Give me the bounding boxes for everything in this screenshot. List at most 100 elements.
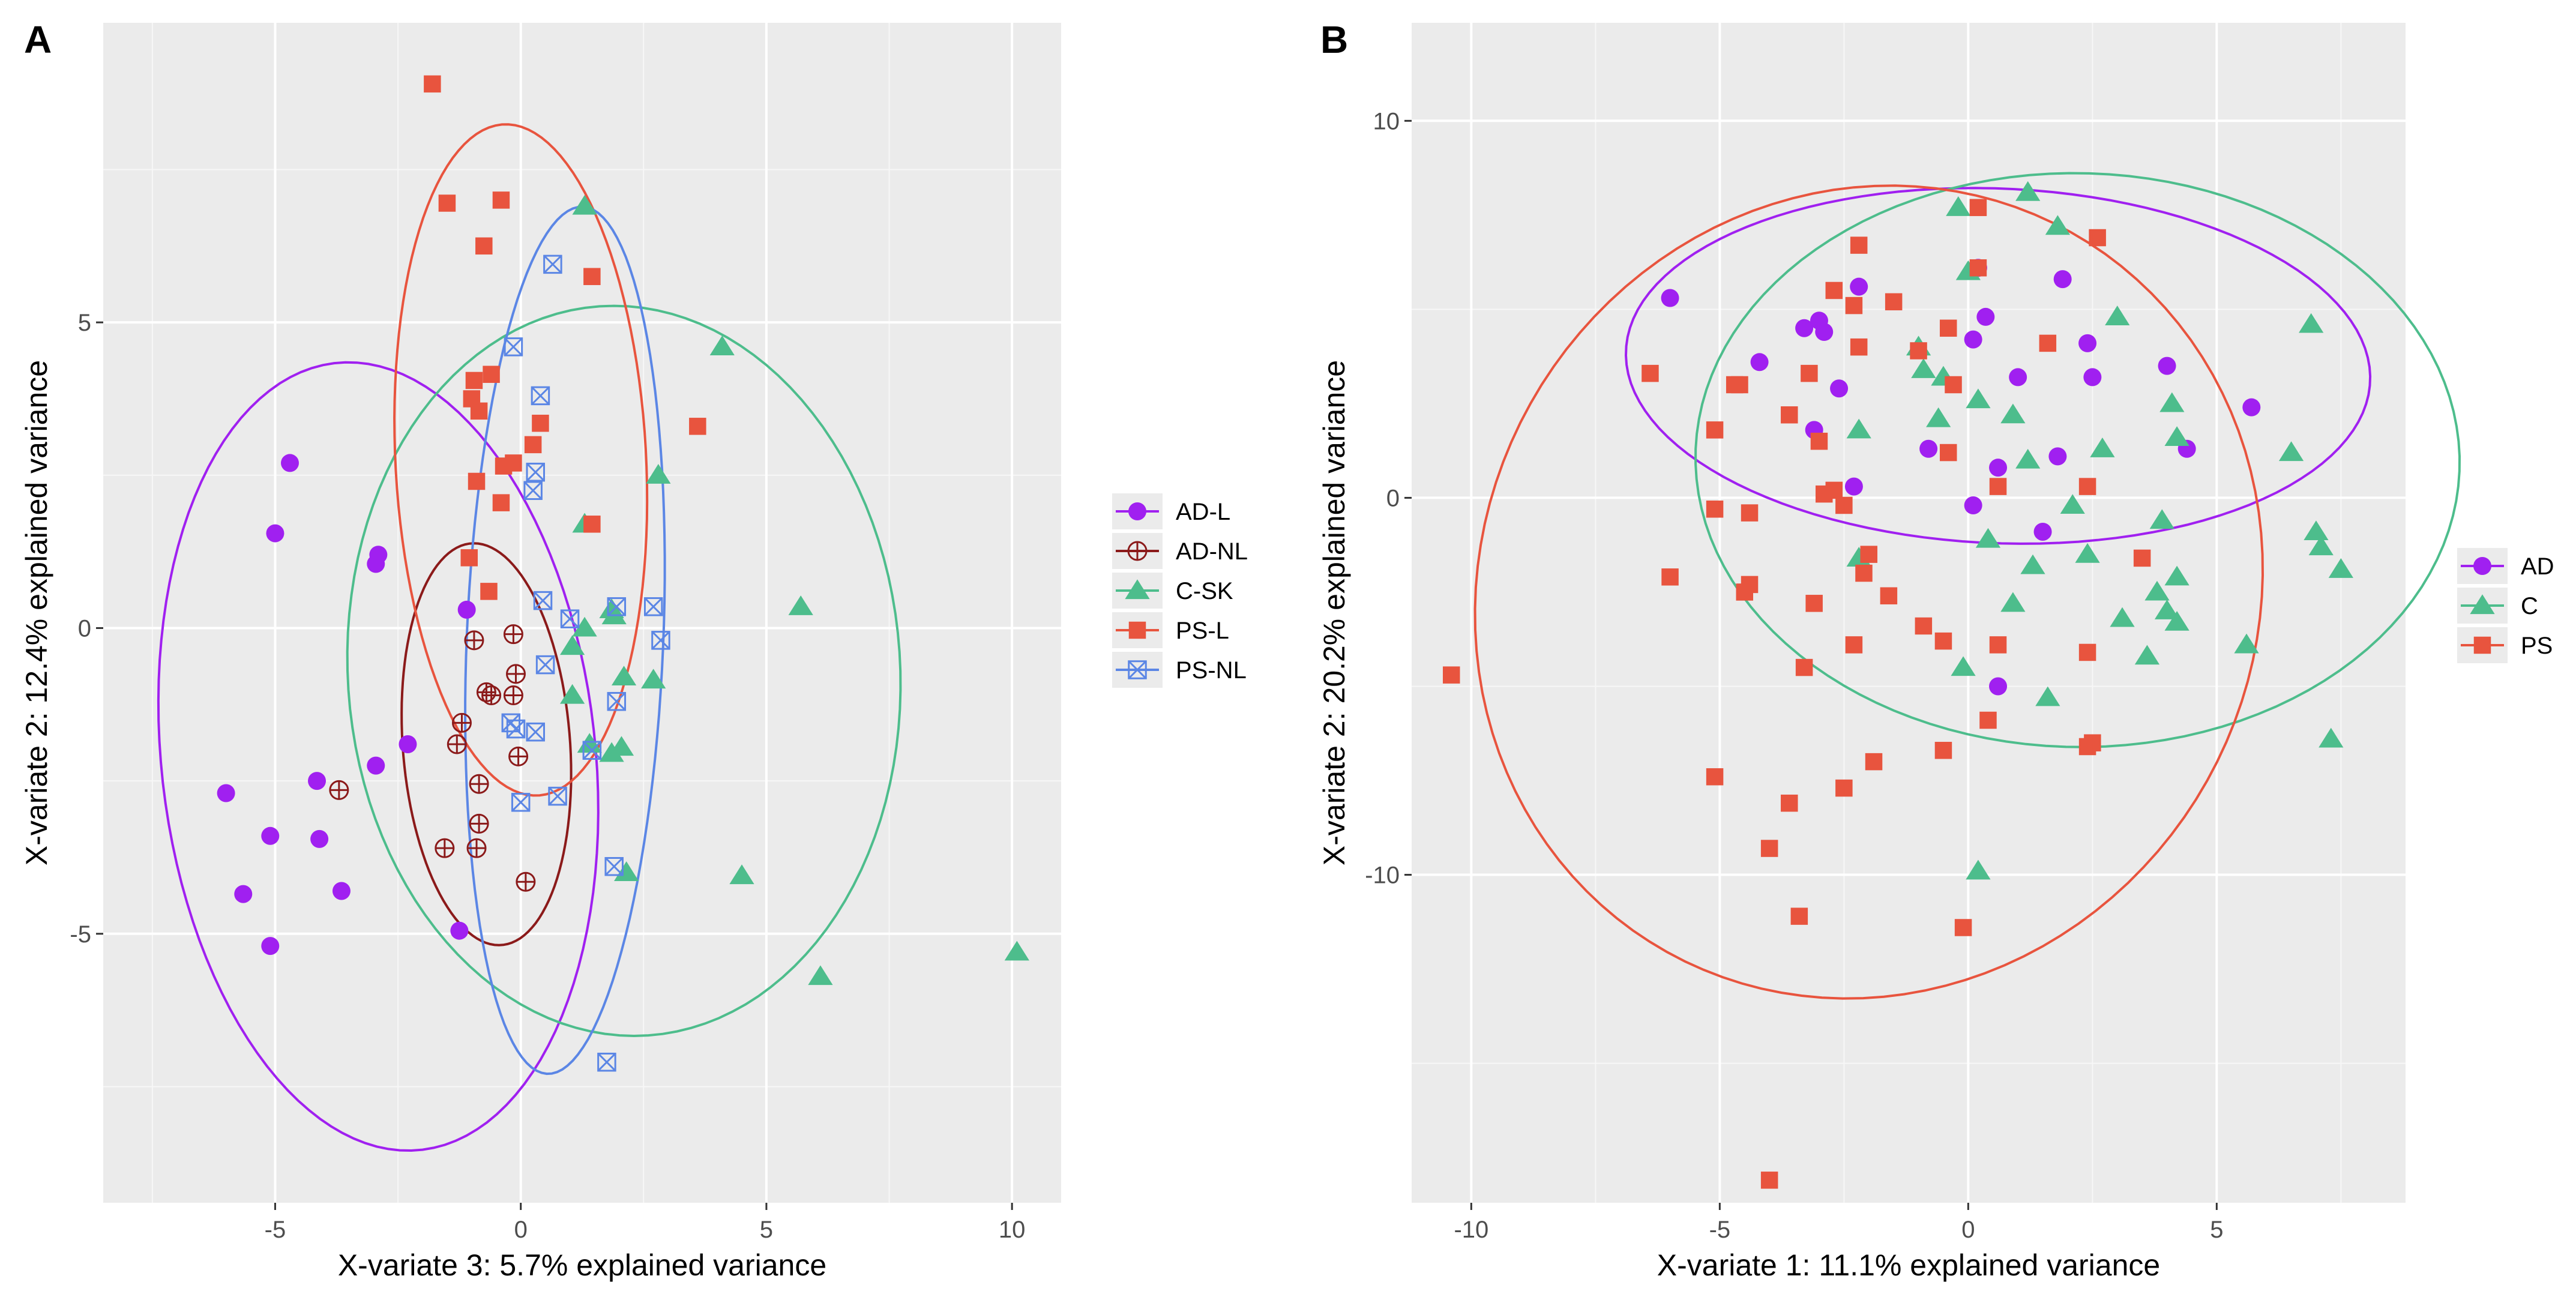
legend-label: AD-NL [1176, 538, 1248, 565]
legend-item-ad: AD [2457, 548, 2554, 584]
point-ps-nl [607, 691, 627, 711]
point-c [1966, 388, 1991, 409]
panel-b-y-ticks: -10 0 10 [1365, 108, 1412, 889]
panel-a-points [217, 75, 1029, 1072]
point-c [1911, 358, 1936, 378]
legend-label: PS-NL [1176, 657, 1247, 684]
legend-key-marker [1128, 502, 1146, 520]
point-ad [2033, 522, 2052, 541]
point-c-sk [560, 635, 585, 655]
panel-a-ellipses [157, 123, 902, 1152]
x-tick-label: -5 [265, 1217, 286, 1243]
point-c-sk [560, 684, 585, 704]
x-tick-label: 5 [2210, 1217, 2223, 1243]
point-ps [1661, 568, 1679, 586]
legend-item-ps: PS [2457, 627, 2553, 663]
point-c [1926, 407, 1951, 427]
point-ps [1969, 199, 1987, 217]
point-ad-l [261, 826, 280, 845]
point-ps-nl [533, 591, 553, 610]
legend-item-c: C [2457, 588, 2538, 624]
point-ad-nl [476, 682, 496, 702]
point-ps-l [583, 516, 601, 533]
point-ps [1835, 779, 1853, 797]
point-c [2110, 607, 2135, 627]
point-c [2075, 543, 2100, 563]
panel-a-y-axis-title: X-variate 2: 12.4% explained variance [20, 360, 53, 865]
point-c [2328, 558, 2353, 578]
point-ps [1954, 919, 1972, 936]
point-c-sk [614, 861, 639, 881]
point-ps [1790, 907, 1808, 925]
panel-a-plot-background [103, 23, 1061, 1203]
point-ps-l [524, 436, 542, 454]
point-ps [1801, 364, 1818, 382]
panel-b-points [1442, 181, 2353, 1189]
point-ps-nl [651, 631, 670, 650]
point-ps [1845, 296, 1863, 314]
point-c [2149, 509, 2174, 529]
point-c-sk [709, 336, 735, 355]
point-c [2035, 686, 2060, 706]
x-tick-label: 0 [1961, 1217, 1975, 1243]
legend-item-ps-l: PS-L [1112, 612, 1229, 648]
point-ad [1989, 677, 2008, 696]
point-c [1966, 859, 1991, 880]
point-ps [1915, 617, 1933, 635]
point-ps-nl [531, 386, 550, 406]
legend-key-marker [2473, 636, 2491, 654]
point-ps [2078, 738, 2096, 756]
legend-label: AD [2521, 553, 2554, 580]
point-c [2304, 520, 2329, 541]
point-ps [1781, 406, 1798, 424]
point-c [1975, 528, 2001, 548]
legend-key-marker [1128, 660, 1147, 679]
point-ps-nl [511, 793, 531, 812]
legend-key-marker [1125, 579, 1150, 600]
ellipse-ps-l [393, 123, 649, 797]
panel-a-x-ticks: -5 0 5 10 [265, 1203, 1026, 1243]
point-ps [1741, 504, 1759, 522]
point-ad-nl [503, 685, 523, 706]
point-ad [2078, 334, 2097, 352]
point-c [2015, 448, 2041, 469]
point-ps [1850, 338, 1868, 356]
point-ad [1795, 319, 1814, 337]
point-ps-nl [560, 609, 580, 628]
point-ps-l [438, 194, 456, 212]
point-ps [1815, 485, 1833, 503]
x-tick-label: 10 [999, 1217, 1026, 1243]
legend-label: C-SK [1176, 578, 1233, 604]
legend-key-marker [1128, 621, 1146, 639]
point-ps [2039, 334, 2057, 352]
point-ps [1845, 636, 1863, 654]
point-c [2164, 426, 2189, 446]
panel-b-legend: AD C PS [2457, 548, 2554, 663]
point-c-sk [572, 616, 597, 637]
legend-key-marker [2473, 557, 2491, 575]
point-ps-l [495, 457, 513, 475]
point-ps-nl [543, 254, 562, 274]
panel-a-minor-grid [103, 23, 1061, 1203]
point-ad-nl [503, 624, 523, 645]
point-ad-nl [466, 838, 487, 858]
point-ad [2242, 398, 2261, 417]
point-c [2090, 438, 2115, 457]
point-ad [2009, 368, 2027, 387]
point-ps-l [465, 372, 483, 390]
point-ad-nl [516, 871, 536, 892]
point-ad [1844, 477, 1863, 496]
point-ad-nl [506, 664, 526, 684]
point-ps [1939, 444, 1957, 462]
point-ad-nl [469, 813, 489, 834]
y-tick-label: 5 [78, 310, 91, 336]
point-ps [1855, 564, 1873, 582]
point-ad-nl [508, 746, 529, 766]
point-ps-nl [607, 597, 627, 616]
point-c-sk [609, 736, 634, 756]
panel-b-x-ticks: -10 -5 0 5 [1454, 1203, 2223, 1243]
y-tick-label: -10 [1365, 862, 1400, 889]
point-ps [1760, 840, 1778, 857]
point-ps [1910, 342, 1927, 360]
